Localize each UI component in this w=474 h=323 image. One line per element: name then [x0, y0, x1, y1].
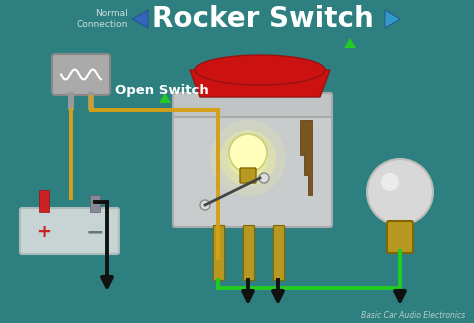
FancyBboxPatch shape: [173, 117, 332, 227]
Text: Rocker Switch: Rocker Switch: [152, 5, 374, 33]
Polygon shape: [132, 10, 148, 28]
Polygon shape: [344, 38, 356, 48]
Bar: [213, 225, 224, 280]
Polygon shape: [159, 93, 171, 103]
Text: Normal
Connection: Normal Connection: [77, 9, 128, 29]
Circle shape: [229, 134, 267, 172]
Circle shape: [200, 200, 210, 210]
FancyBboxPatch shape: [20, 208, 119, 254]
Circle shape: [220, 130, 276, 186]
Bar: [273, 225, 284, 280]
Bar: [68, 92, 73, 110]
Text: −: −: [86, 222, 104, 242]
Text: +: +: [36, 223, 52, 241]
Ellipse shape: [195, 55, 325, 85]
Polygon shape: [300, 120, 312, 195]
Circle shape: [367, 159, 433, 225]
FancyBboxPatch shape: [240, 168, 256, 183]
Bar: [90, 195, 100, 212]
FancyBboxPatch shape: [52, 54, 110, 95]
FancyBboxPatch shape: [387, 221, 413, 253]
Bar: [88, 92, 94, 110]
Bar: [39, 190, 49, 212]
Circle shape: [381, 173, 399, 191]
Polygon shape: [385, 10, 400, 28]
Text: Open Switch: Open Switch: [115, 84, 209, 97]
Text: Basic Car Audio Electronics: Basic Car Audio Electronics: [361, 311, 465, 320]
Bar: [243, 225, 254, 280]
FancyBboxPatch shape: [173, 93, 332, 125]
Circle shape: [228, 138, 268, 178]
Circle shape: [259, 173, 269, 183]
Polygon shape: [190, 70, 330, 97]
Circle shape: [210, 120, 286, 196]
